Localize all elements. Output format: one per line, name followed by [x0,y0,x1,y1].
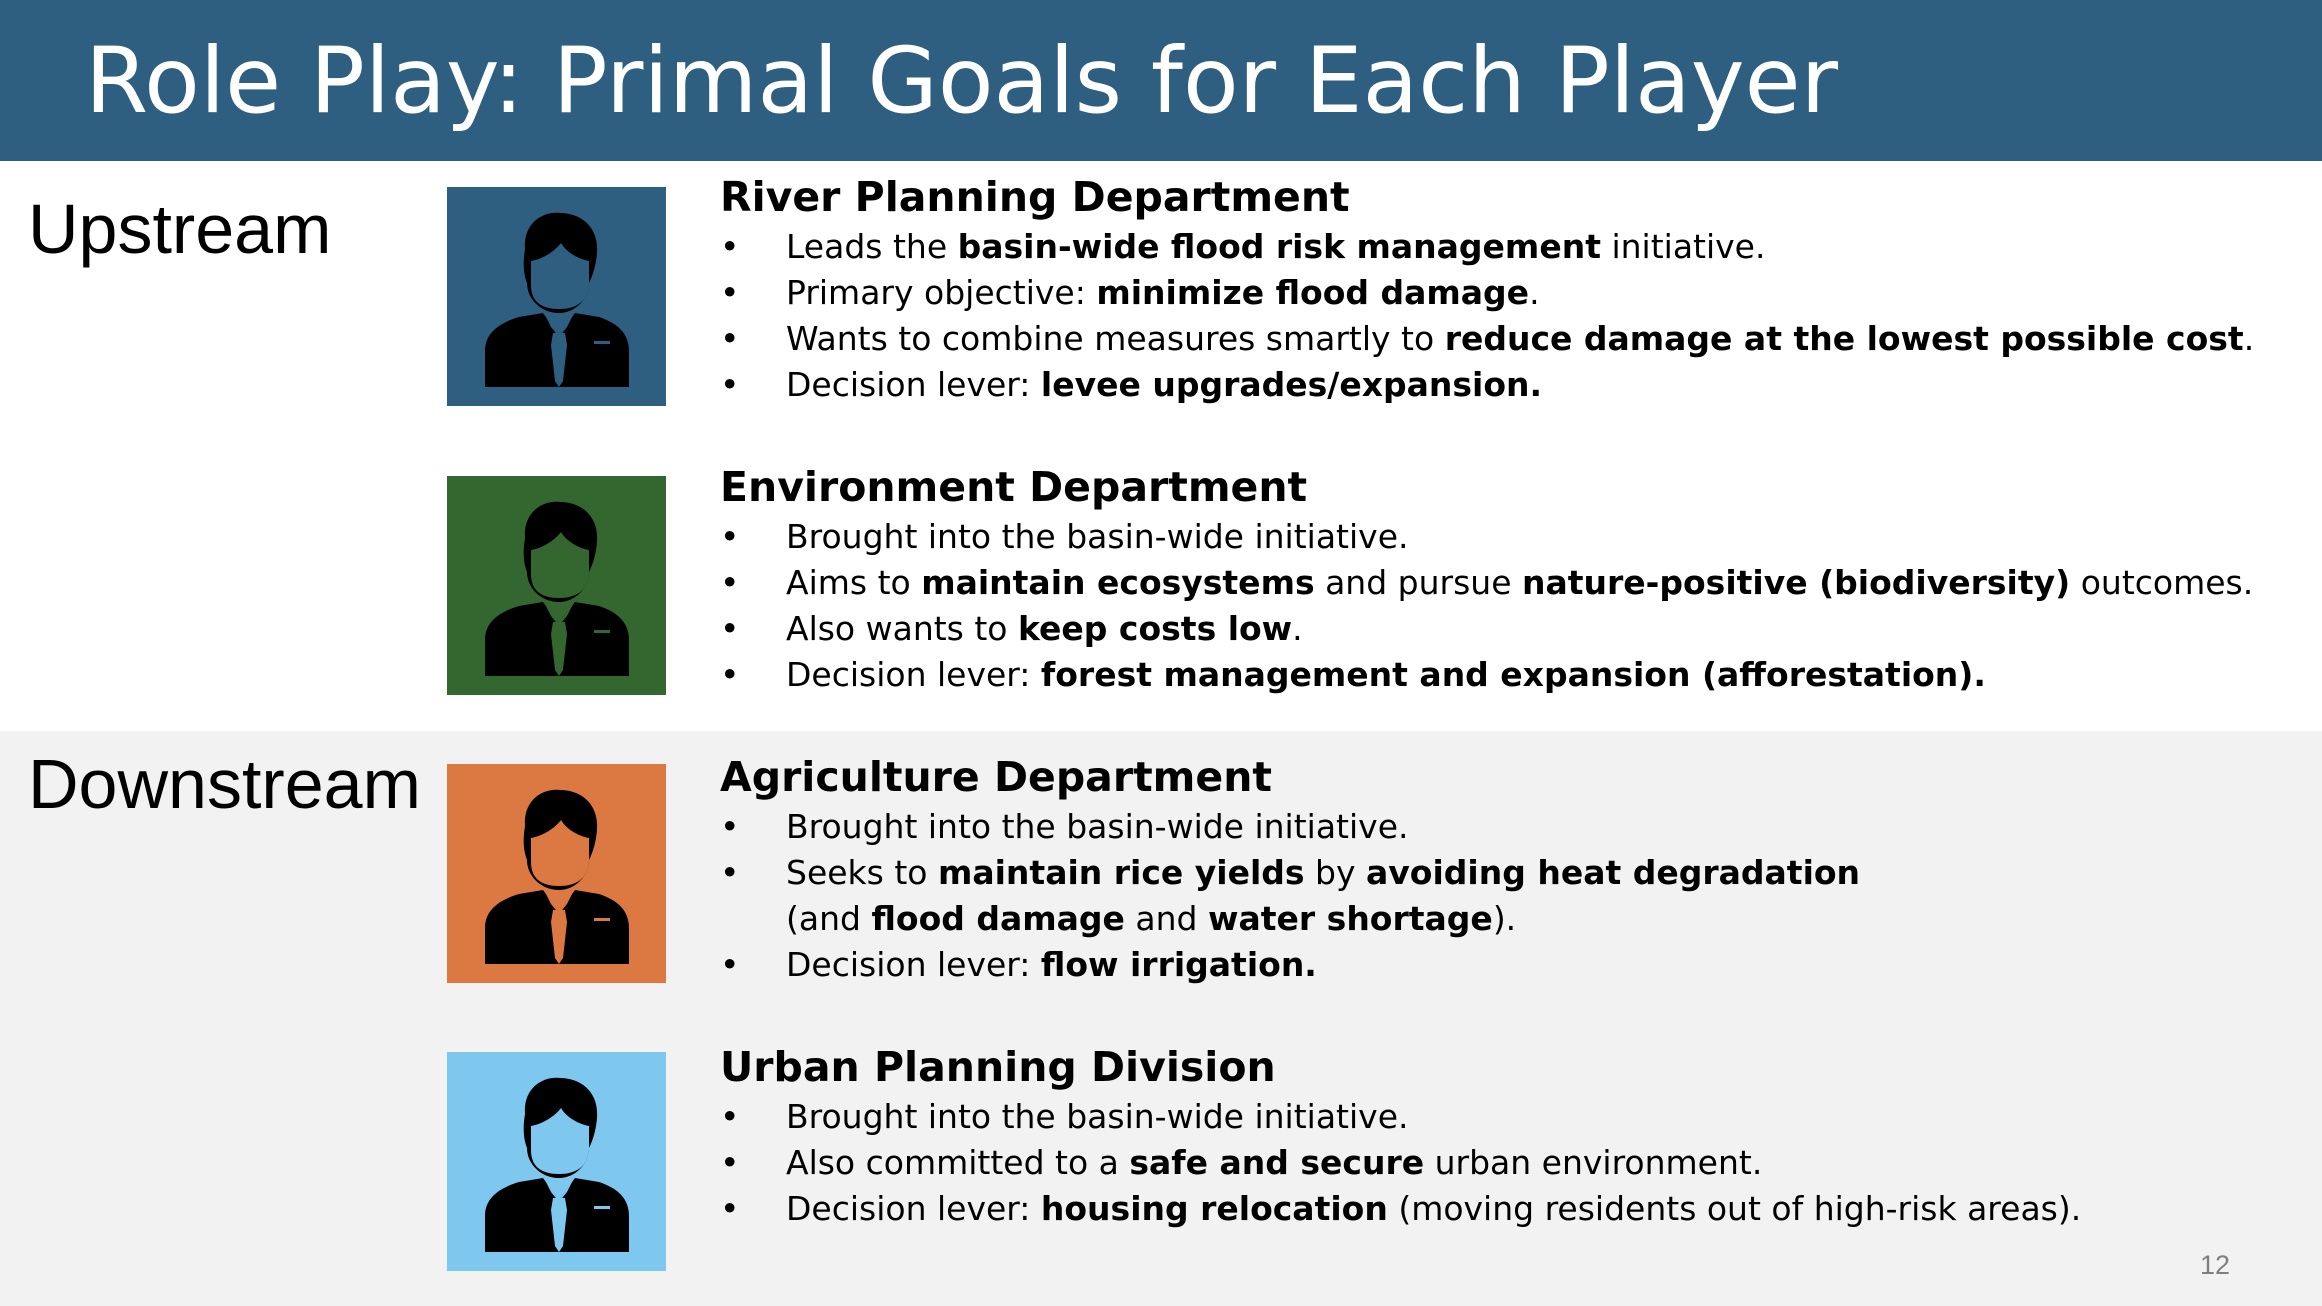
text-run: Brought into the basin-wide initiative. [786,1097,1409,1136]
environment-section: Environment Department Brought into the … [720,460,2280,698]
urban-planning-section: Urban Planning Division Brought into the… [720,1040,2280,1232]
bullet-item: Brought into the basin-wide initiative. [720,514,2280,560]
bullet-item: Decision lever: flow irrigation. [720,942,2280,988]
text-run: . [1292,609,1303,648]
bullet-list: Leads the basin-wide flood risk manageme… [720,224,2280,408]
text-run: Seeks to [786,853,938,892]
text-run: Decision lever: [786,1189,1041,1228]
bold-text: reduce damage at the lowest possible cos… [1444,319,2244,358]
businessman-icon [447,187,666,406]
bullet-item: Leads the basin-wide flood risk manageme… [720,224,2280,270]
businessman-icon [447,764,666,983]
section-heading: Environment Department [720,463,1308,511]
text-run: by [1304,853,1367,892]
text-run: Leads the [786,227,958,266]
text-run: Decision lever: [786,945,1041,984]
bullet-continuation: (and flood damage and water shortage). [786,896,2280,942]
bullet-item: Decision lever: forest management and ex… [720,652,2280,698]
section-heading: River Planning Department [720,173,1350,221]
slide-title: Role Play: Primal Goals for Each Player [85,29,1839,134]
region-label-upstream: Upstream [28,190,332,268]
bold-text: keep costs low [1017,609,1293,648]
text-run: and pursue [1314,563,1522,602]
text-run: Decision lever: [786,655,1041,694]
river-planning-section: River Planning Department Leads the basi… [720,170,2280,408]
text-run: Also committed to a [786,1143,1130,1182]
bold-text: minimize flood damage [1096,273,1530,312]
bullet-list: Brought into the basin-wide initiative. S… [720,804,2280,988]
text-run: Also wants to [786,609,1018,648]
bullet-item: Seeks to maintain rice yields by avoidin… [720,850,2280,942]
text-run: Brought into the basin-wide initiative. [786,807,1409,846]
bullet-list: Brought into the basin-wide initiative. A… [720,1094,2280,1232]
bold-text: housing relocation [1040,1189,1388,1228]
bullet-item: Brought into the basin-wide initiative. [720,1094,2280,1140]
bold-text: maintain ecosystems [921,563,1315,602]
bold-text: water shortage [1208,899,1493,938]
text-run: Primary objective: [786,273,1097,312]
bullet-list: Brought into the basin-wide initiative. A… [720,514,2280,698]
section-heading: Urban Planning Division [720,1043,1276,1091]
page-number: 12 [2200,1250,2231,1280]
environment-avatar [447,476,666,695]
bullet-item: Primary objective: minimize flood damage… [720,270,2280,316]
text-run: and [1124,899,1208,938]
text-run: ). [1492,899,1517,938]
bullet-item: Aims to maintain ecosystems and pursue n… [720,560,2280,606]
text-run: . [2243,319,2255,358]
bold-text: safe and secure [1129,1143,1425,1182]
text-run: Aims to [786,563,922,602]
bullet-item: Brought into the basin-wide initiative. [720,804,2280,850]
businessman-icon [447,476,666,695]
bullet-item: Also wants to keep costs low. [720,606,2280,652]
bullet-item: Wants to combine measures smartly to red… [720,316,2280,362]
agriculture-avatar [447,764,666,983]
bold-text: flow irrigation. [1040,945,1317,984]
bold-text: nature-positive (biodiversity) [1522,563,2071,602]
text-run: urban environment. [1424,1143,1763,1182]
bold-text: basin-wide flood risk management [957,227,1601,266]
text-run: (moving residents out of high-risk areas… [1387,1189,2082,1228]
text-run: Wants to combine measures smartly to [786,319,1445,358]
section-heading: Agriculture Department [720,753,1272,801]
bold-text: forest management and expansion (affores… [1040,655,1986,694]
businessman-icon [447,1052,666,1271]
text-run: initiative. [1600,227,1766,266]
text-run: Decision lever: [786,365,1041,404]
agriculture-section: Agriculture Department Brought into the … [720,750,2280,988]
bullet-item: Also committed to a safe and secure urba… [720,1140,2280,1186]
river-planning-avatar [447,187,666,406]
bold-text: flood damage [871,899,1125,938]
bold-text: levee upgrades/expansion. [1040,365,1543,404]
text-run: Brought into the basin-wide initiative. [786,517,1409,556]
bold-text: maintain rice yields [937,853,1305,892]
bullet-item: Decision lever: housing relocation (movi… [720,1186,2280,1232]
text-run: (and [786,899,872,938]
text-run: . [1529,273,1540,312]
bold-text: avoiding heat degradation [1366,853,1861,892]
urban-planning-avatar [447,1052,666,1271]
title-bar: Role Play: Primal Goals for Each Player [0,0,2322,161]
region-label-downstream: Downstream [28,745,421,823]
text-run: outcomes. [2070,563,2254,602]
bullet-item: Decision lever: levee upgrades/expansion… [720,362,2280,408]
